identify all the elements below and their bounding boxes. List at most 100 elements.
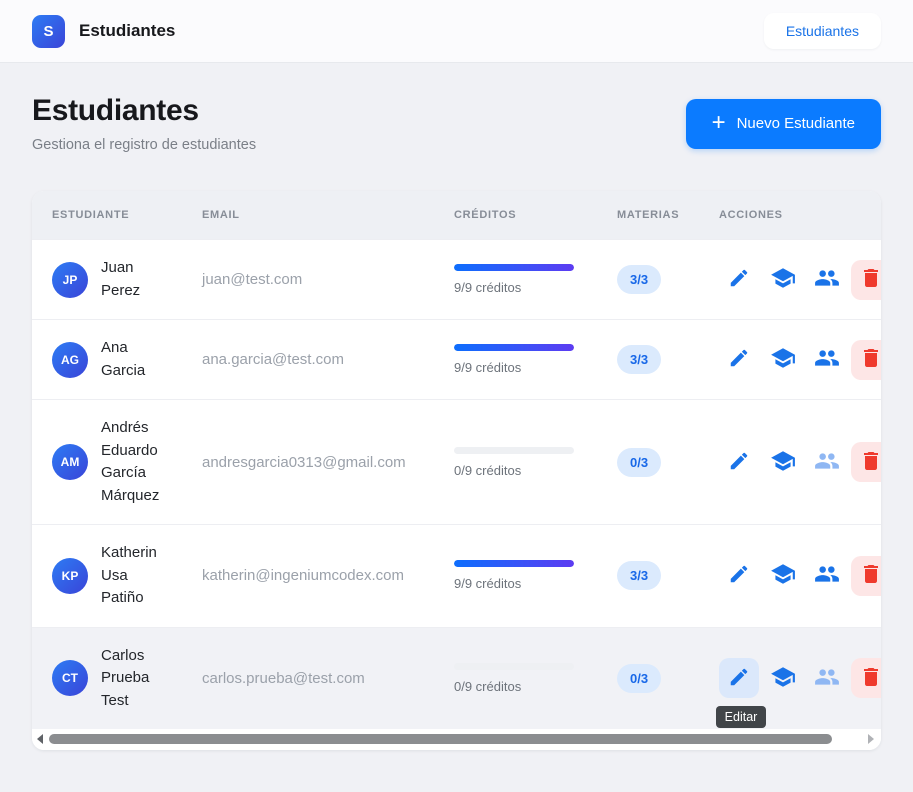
- materias-cell: 0/3: [613, 663, 719, 693]
- student-cell: AG Ana Garcia: [32, 337, 202, 382]
- school-icon: [770, 448, 796, 477]
- subjects-button[interactable]: [763, 340, 803, 380]
- groups-button[interactable]: [807, 340, 847, 380]
- table-header-row: ESTUDIANTE EMAIL CRÉDITOS MATERIAS ACCIO…: [32, 191, 881, 239]
- groups-button[interactable]: [807, 260, 847, 300]
- app-header-left: S Estudiantes: [32, 14, 176, 48]
- edit-icon: [728, 347, 750, 372]
- avatar: AG: [52, 341, 88, 378]
- school-icon: [770, 561, 796, 590]
- subjects-button[interactable]: [763, 658, 803, 698]
- scrollbar-thumb[interactable]: [49, 734, 832, 744]
- nav-estudiantes-button[interactable]: Estudiantes: [763, 13, 881, 49]
- edit-icon: [728, 666, 750, 691]
- table-row: AG Ana Garcia ana.garcia@test.com 9/9 cr…: [32, 319, 881, 399]
- trash-icon: [859, 346, 881, 373]
- materias-cell: 3/3: [613, 561, 719, 591]
- materias-badge: 3/3: [617, 345, 662, 374]
- credits-progress-track: [454, 264, 574, 271]
- edit-button[interactable]: [719, 340, 759, 380]
- groups-button[interactable]: [807, 556, 847, 596]
- credits-cell: 9/9 créditos: [454, 344, 613, 375]
- credits-progress-track: [454, 446, 574, 454]
- group-icon: [814, 561, 840, 590]
- credits-progress-track: [454, 662, 574, 670]
- group-icon: [814, 265, 840, 294]
- materias-badge: 3/3: [617, 561, 662, 591]
- credits-cell: 0/9 créditos: [454, 662, 613, 694]
- subjects-button[interactable]: [763, 442, 803, 482]
- col-header-acciones: ACCIONES: [719, 209, 783, 221]
- materias-badge: 0/3: [617, 447, 662, 477]
- student-name: Katherin Usa Patiño: [101, 544, 157, 606]
- col-header-email: EMAIL: [202, 209, 240, 221]
- col-header-estudiante: ESTUDIANTE: [52, 209, 130, 221]
- subjects-button[interactable]: [763, 556, 803, 596]
- edit-button[interactable]: [719, 260, 759, 300]
- student-cell: AM Andrés Eduardo García Márquez: [32, 417, 202, 507]
- app-title: Estudiantes: [79, 21, 176, 40]
- edit-button[interactable]: [719, 442, 759, 482]
- scroll-right-arrow-icon[interactable]: [868, 734, 874, 744]
- page-title: Estudiantes: [32, 94, 199, 127]
- page-head-text: Estudiantes Gestiona el registro de estu…: [32, 94, 256, 153]
- trash-icon: [859, 449, 881, 476]
- student-name: Andrés Eduardo García Márquez: [101, 419, 160, 504]
- trash-icon: [859, 266, 881, 293]
- new-student-button[interactable]: + Nuevo Estudiante: [685, 98, 881, 149]
- actions-cell: [719, 339, 881, 380]
- school-icon: [770, 345, 796, 374]
- student-cell: KP Katherin Usa Patiño: [32, 542, 202, 610]
- table-row: CT Carlos Prueba Test carlos.prueba@test…: [32, 626, 881, 729]
- student-email: juan@test.com: [202, 271, 303, 288]
- edit-icon: [728, 450, 750, 475]
- table-row: JP Juan Perez juan@test.com 9/9 créditos…: [32, 239, 881, 319]
- school-icon: [770, 664, 796, 693]
- student-email: katherin@ingeniumcodex.com: [202, 567, 404, 585]
- group-icon: [814, 664, 840, 693]
- credits-cell: 9/9 créditos: [454, 264, 613, 295]
- col-header-creditos: CRÉDITOS: [454, 209, 517, 221]
- delete-button[interactable]: [851, 658, 881, 699]
- page-head: Estudiantes Gestiona el registro de estu…: [0, 63, 913, 153]
- materias-cell: 3/3: [613, 345, 719, 374]
- delete-button[interactable]: [851, 555, 881, 596]
- edit-icon: [728, 563, 750, 588]
- edit-button[interactable]: [719, 658, 759, 699]
- delete-button[interactable]: [851, 259, 881, 300]
- credits-progress-fill: [454, 560, 574, 568]
- credits-progress-fill: [454, 264, 574, 271]
- credits-label: 9/9 créditos: [454, 280, 522, 295]
- tooltip-editar: Editar: [716, 706, 766, 728]
- credits-cell: 0/9 créditos: [454, 446, 613, 478]
- materias-badge: 3/3: [617, 265, 662, 294]
- delete-button[interactable]: [851, 339, 881, 380]
- edit-button[interactable]: [719, 556, 759, 596]
- page-subtitle: Gestiona el registro de estudiantes: [32, 137, 257, 153]
- actions-cell: [719, 259, 881, 300]
- delete-button[interactable]: [851, 442, 881, 482]
- groups-button[interactable]: [807, 442, 847, 482]
- avatar: JP: [52, 261, 88, 298]
- groups-button[interactable]: [807, 658, 847, 698]
- scroll-left-arrow-icon[interactable]: [37, 734, 43, 744]
- trash-icon: [859, 562, 881, 589]
- horizontal-scrollbar[interactable]: [32, 729, 881, 750]
- credits-label: 9/9 créditos: [454, 360, 522, 375]
- group-icon: [814, 345, 840, 374]
- app-logo[interactable]: S: [32, 14, 65, 48]
- credits-progress-track: [454, 560, 574, 568]
- plus-icon: +: [711, 108, 726, 136]
- new-student-button-label: Nuevo Estudiante: [736, 115, 855, 132]
- actions-cell: [719, 555, 881, 596]
- student-email: ana.garcia@test.com: [202, 351, 344, 368]
- table-row: KP Katherin Usa Patiño katherin@ingenium…: [32, 524, 881, 627]
- app-header: S Estudiantes Estudiantes: [0, 0, 913, 63]
- credits-cell: 9/9 créditos: [454, 560, 613, 591]
- materias-badge: 0/3: [617, 663, 662, 693]
- student-name: Juan Perez: [101, 259, 141, 299]
- credits-label: 0/9 créditos: [454, 462, 522, 478]
- student-cell: CT Carlos Prueba Test: [32, 645, 202, 713]
- subjects-button[interactable]: [763, 260, 803, 300]
- students-table-card: ESTUDIANTE EMAIL CRÉDITOS MATERIAS ACCIO…: [32, 191, 881, 750]
